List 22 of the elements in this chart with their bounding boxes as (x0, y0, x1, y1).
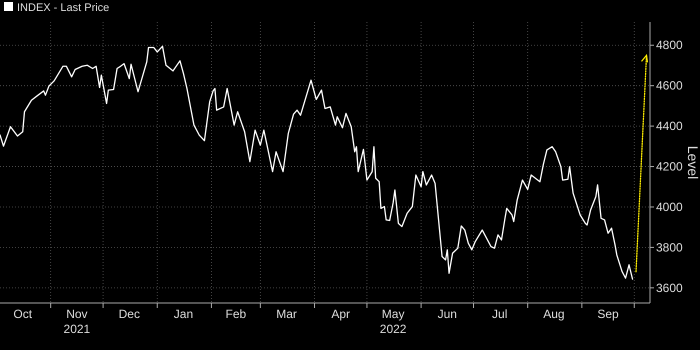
x-tick-label: Sep (597, 307, 620, 321)
y-tick-label: 3600 (656, 280, 684, 295)
x-tick-label: Jul (492, 307, 508, 321)
x-tick-label: Nov 2021 (64, 307, 91, 336)
y-axis-title: Level (685, 146, 700, 180)
y-tick-label: 4400 (656, 119, 684, 134)
legend-label: INDEX - Last Price (17, 2, 110, 14)
x-tick-label: Jan (174, 307, 194, 321)
x-tick-label: Feb (226, 307, 247, 321)
y-tick-label: 4200 (656, 160, 684, 174)
y-tick-label: 3800 (656, 240, 684, 254)
y-tick-label: 4000 (656, 200, 684, 214)
x-tick-label: Jun (438, 307, 457, 321)
line-series (0, 46, 634, 280)
x-tick-label: Aug (543, 307, 565, 321)
x-tick-label: Apr (331, 307, 350, 321)
x-tick-label: Oct (13, 307, 33, 321)
x-tick-label: May 2022 (380, 307, 407, 336)
x-tick-label: Dec (118, 307, 140, 321)
x-tick-label: Mar (276, 307, 297, 321)
y-tick-label: 4800 (656, 38, 684, 52)
y-tick-label: 4600 (656, 78, 684, 93)
